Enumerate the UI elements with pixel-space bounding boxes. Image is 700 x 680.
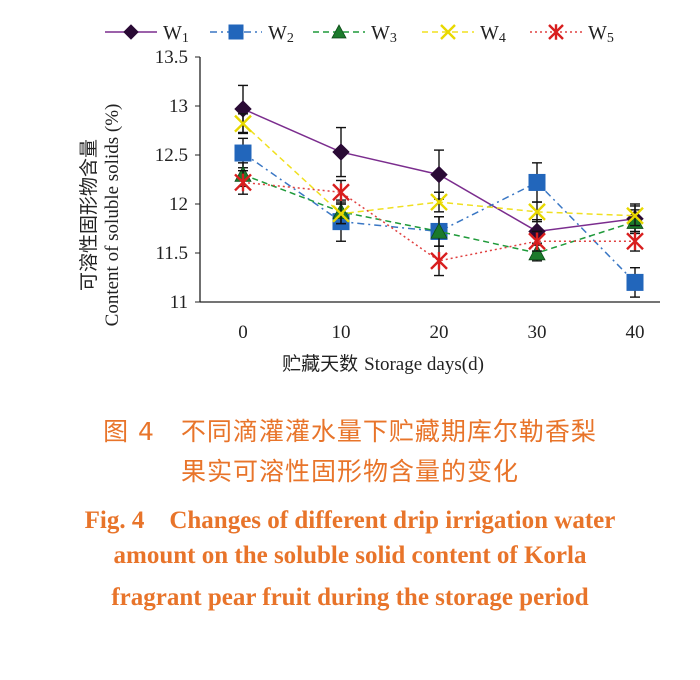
x-tick-label: 40 bbox=[626, 322, 645, 343]
legend-label-subscript: 2 bbox=[287, 31, 294, 46]
legend-label-subscript: 1 bbox=[182, 31, 189, 46]
caption-en-line3: fragrant pear fruit during the storage p… bbox=[111, 584, 589, 611]
legend-item-W4: W4 bbox=[422, 22, 506, 46]
caption-cn-line2: 果实可溶性固形物含量的变化 bbox=[180, 457, 519, 486]
legend-label-W2: W2 bbox=[268, 22, 294, 46]
legend-label-subscript: 3 bbox=[390, 31, 397, 46]
legend-label-W5: W5 bbox=[588, 22, 614, 46]
data-point-W5 bbox=[626, 232, 644, 251]
data-point-W3 bbox=[528, 244, 546, 261]
y-axis-title-cn: 可溶性固形物含量 bbox=[78, 139, 100, 291]
series-W5 bbox=[234, 169, 644, 277]
y-tick-label: 13.5 bbox=[155, 47, 188, 68]
data-point-W2 bbox=[626, 273, 644, 291]
data-point-W4 bbox=[528, 202, 546, 221]
x-axis-title-cn: 贮藏天数 bbox=[282, 353, 364, 375]
y-axis-title-en: Content of soluble solids (%) bbox=[102, 104, 123, 327]
legend-item-W1: W1 bbox=[105, 22, 189, 46]
data-point-W2 bbox=[234, 144, 252, 162]
x-tick-label: 20 bbox=[430, 322, 449, 343]
data-point-W5 bbox=[234, 173, 252, 192]
legend-marker-W3 bbox=[331, 24, 347, 39]
y-tick-label: 11 bbox=[170, 292, 188, 313]
x-tick-label: 0 bbox=[238, 322, 248, 343]
legend-marker-W5 bbox=[548, 24, 564, 40]
data-point-W3 bbox=[430, 222, 448, 239]
data-point-W4 bbox=[234, 114, 252, 133]
y-tick-label: 12 bbox=[169, 194, 188, 215]
data-point-W4 bbox=[430, 193, 448, 211]
legend-label-subscript: 4 bbox=[499, 31, 506, 46]
caption-en-line2: amount on the soluble solid content of K… bbox=[113, 542, 587, 569]
caption-en-line1: Fig. 4 Changes of different drip irrigat… bbox=[84, 507, 616, 534]
legend-item-W2: W2 bbox=[210, 22, 294, 46]
data-point-W5 bbox=[332, 183, 350, 202]
caption-cn-line1: 图 4 不同滴灌灌水量下贮藏期库尔勒香梨 bbox=[103, 417, 597, 446]
y-tick-label: 12.5 bbox=[155, 145, 188, 166]
data-point-W2 bbox=[528, 173, 546, 191]
legend-label-W4: W4 bbox=[480, 22, 506, 46]
series-W1 bbox=[234, 84, 644, 244]
data-point-W1 bbox=[332, 143, 350, 161]
legend-marker-W2 bbox=[228, 24, 244, 40]
legend-item-W5: W5 bbox=[530, 22, 614, 46]
legend-item-W3: W3 bbox=[313, 22, 397, 46]
data-point-W4 bbox=[332, 204, 350, 223]
data-point-W4 bbox=[626, 206, 644, 225]
x-axis-title: 贮藏天数 Storage days(d) bbox=[282, 353, 484, 375]
legend-label-subscript: 5 bbox=[607, 31, 614, 46]
series-line-W5 bbox=[242, 181, 635, 262]
series-line-W2 bbox=[242, 152, 636, 283]
y-tick-label: 13 bbox=[169, 96, 188, 117]
x-tick-label: 30 bbox=[528, 322, 547, 343]
legend-label-W3: W3 bbox=[371, 22, 397, 46]
legend-marker-W4 bbox=[440, 24, 456, 40]
x-axis-title-en: Storage days(d) bbox=[364, 354, 484, 375]
data-point-W1 bbox=[430, 165, 448, 184]
y-tick-label: 11.5 bbox=[155, 243, 188, 264]
data-point-W5 bbox=[528, 232, 546, 251]
x-tick-label: 10 bbox=[332, 322, 351, 343]
data-point-W5 bbox=[430, 251, 448, 270]
legend-marker-W1 bbox=[123, 24, 139, 40]
legend-label-W1: W1 bbox=[163, 22, 189, 46]
series-W4 bbox=[234, 113, 644, 227]
